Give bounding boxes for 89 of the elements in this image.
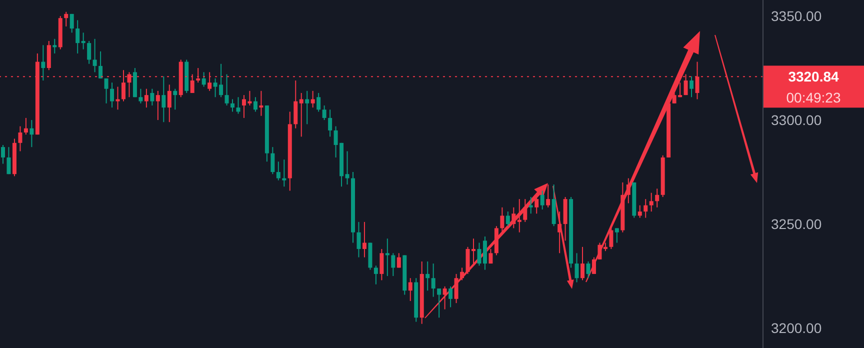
candlestick bbox=[391, 252, 396, 277]
ref-line-label: 3320.84 bbox=[788, 68, 840, 85]
candlestick bbox=[81, 32, 86, 50]
candlestick bbox=[98, 50, 103, 79]
candlestick bbox=[649, 192, 654, 212]
candlestick bbox=[374, 265, 378, 285]
candlestick bbox=[92, 38, 97, 73]
candlestick bbox=[236, 96, 240, 114]
candlestick bbox=[18, 126, 22, 152]
candlestick bbox=[282, 159, 286, 188]
candlestick bbox=[150, 88, 154, 106]
candlestick bbox=[506, 211, 510, 227]
candlestick bbox=[540, 190, 544, 210]
candlestick bbox=[310, 90, 315, 108]
candlestick bbox=[70, 13, 74, 34]
candlestick bbox=[385, 238, 390, 277]
candlestick bbox=[558, 211, 562, 254]
y-tick-label: 3350.00 bbox=[771, 8, 822, 24]
candlestick bbox=[144, 88, 148, 108]
candlestick bbox=[162, 76, 166, 123]
candlestick bbox=[448, 286, 453, 308]
candlestick bbox=[454, 273, 458, 304]
candlestick bbox=[431, 263, 436, 298]
candlestick bbox=[580, 246, 585, 281]
candlestick bbox=[512, 206, 516, 229]
candlestick bbox=[437, 288, 442, 318]
candlestick bbox=[322, 104, 326, 121]
candlestick bbox=[104, 78, 108, 104]
candlestick bbox=[426, 260, 430, 292]
candlestick bbox=[294, 80, 298, 129]
candlestick bbox=[230, 98, 235, 112]
candlestick bbox=[276, 161, 280, 181]
candlestick bbox=[6, 146, 11, 175]
candlestick bbox=[270, 146, 275, 175]
candlestick bbox=[500, 206, 504, 233]
candlestick bbox=[116, 86, 120, 110]
candlestick bbox=[442, 286, 447, 310]
candlestick bbox=[396, 252, 401, 268]
candlestick bbox=[534, 192, 539, 214]
candlestick bbox=[586, 260, 590, 279]
candlestick bbox=[614, 228, 619, 244]
candlestick bbox=[546, 184, 550, 208]
candlestick bbox=[488, 248, 493, 264]
candlestick bbox=[305, 90, 310, 125]
candlestick bbox=[528, 196, 533, 214]
candlestick bbox=[173, 88, 178, 110]
candlestick bbox=[356, 221, 361, 258]
candlestick bbox=[460, 267, 464, 281]
candlestick bbox=[592, 256, 596, 274]
y-tick-label: 3250.00 bbox=[771, 216, 822, 232]
candlestick bbox=[477, 242, 482, 266]
candlestick bbox=[138, 88, 143, 104]
candlestick bbox=[202, 72, 206, 88]
candlestick bbox=[598, 242, 602, 260]
candlestick bbox=[644, 198, 648, 218]
candlestick bbox=[64, 11, 68, 27]
candlestick bbox=[626, 178, 630, 204]
candlestick bbox=[408, 278, 412, 302]
candlestick bbox=[167, 84, 172, 123]
candlestick bbox=[46, 40, 51, 71]
candlestick bbox=[523, 198, 528, 222]
candlestick bbox=[52, 38, 57, 54]
candlestick bbox=[517, 198, 522, 233]
candlestick bbox=[655, 188, 660, 208]
candlestick bbox=[156, 90, 160, 121]
candlestick bbox=[41, 44, 46, 81]
candlestick bbox=[316, 92, 321, 112]
text: 00:49:23 bbox=[786, 90, 841, 106]
candlestick bbox=[638, 204, 642, 218]
candlestick bbox=[253, 96, 258, 112]
candlestick bbox=[24, 117, 28, 136]
candlestick bbox=[482, 236, 487, 270]
candlestick bbox=[76, 20, 80, 54]
y-tick-label: 3300.00 bbox=[771, 112, 822, 128]
candlestick bbox=[574, 252, 579, 283]
candlestick bbox=[609, 226, 614, 250]
candlestick bbox=[87, 40, 92, 64]
candlestick bbox=[30, 120, 34, 148]
candlestick bbox=[224, 74, 229, 106]
y-tick-label: 3200.00 bbox=[771, 320, 822, 336]
candlestick bbox=[690, 76, 694, 98]
candlestick bbox=[345, 150, 350, 186]
candlestick bbox=[362, 221, 366, 258]
candlestick bbox=[259, 90, 264, 116]
candlestick bbox=[380, 248, 384, 281]
candlestick bbox=[110, 82, 114, 108]
candlestick bbox=[1, 144, 5, 164]
candlestick bbox=[328, 109, 332, 138]
candlestick bbox=[299, 92, 304, 138]
